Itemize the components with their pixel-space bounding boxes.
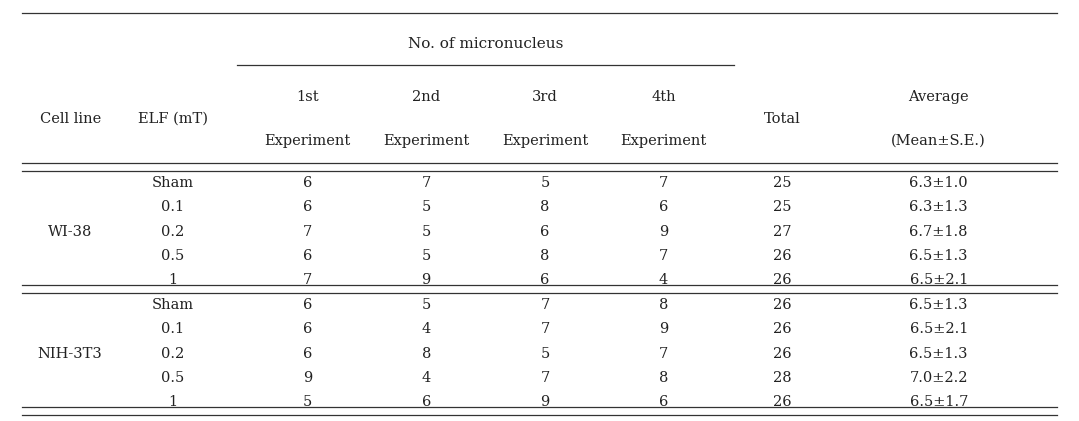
Text: 0.1: 0.1 — [161, 200, 185, 214]
Text: 26: 26 — [773, 298, 792, 312]
Text: 3rd: 3rd — [532, 90, 558, 104]
Text: Average: Average — [909, 90, 969, 104]
Text: 26: 26 — [773, 249, 792, 263]
Text: 6.5±1.3: 6.5±1.3 — [910, 249, 968, 263]
Text: 6: 6 — [303, 249, 312, 263]
Text: 6.5±1.7: 6.5±1.7 — [910, 395, 968, 410]
Text: 0.1: 0.1 — [161, 322, 185, 336]
Text: Experiment: Experiment — [383, 134, 469, 148]
Text: 26: 26 — [773, 322, 792, 336]
Text: 2nd: 2nd — [412, 90, 440, 104]
Text: 27: 27 — [773, 224, 792, 239]
Text: 0.2: 0.2 — [161, 346, 185, 361]
Text: 7: 7 — [541, 298, 549, 312]
Text: 6: 6 — [303, 200, 312, 214]
Text: 6.3±1.0: 6.3±1.0 — [910, 176, 968, 190]
Text: Sham: Sham — [151, 298, 194, 312]
Text: 0.2: 0.2 — [161, 224, 185, 239]
Text: 7: 7 — [659, 346, 668, 361]
Text: WI-38: WI-38 — [47, 224, 93, 239]
Text: 26: 26 — [773, 273, 792, 288]
Text: 26: 26 — [773, 346, 792, 361]
Text: 5: 5 — [541, 176, 549, 190]
Text: 5: 5 — [422, 249, 431, 263]
Text: 9: 9 — [659, 322, 668, 336]
Text: 9: 9 — [422, 273, 431, 288]
Text: 5: 5 — [541, 346, 549, 361]
Text: 6: 6 — [303, 346, 312, 361]
Text: 7.0±2.2: 7.0±2.2 — [910, 371, 968, 385]
Text: 4: 4 — [659, 273, 668, 288]
Text: Sham: Sham — [151, 176, 194, 190]
Text: 25: 25 — [773, 176, 792, 190]
Text: 26: 26 — [773, 395, 792, 410]
Text: 7: 7 — [422, 176, 431, 190]
Text: 5: 5 — [422, 298, 431, 312]
Text: 6.7±1.8: 6.7±1.8 — [910, 224, 968, 239]
Text: 0.5: 0.5 — [161, 371, 185, 385]
Text: 6: 6 — [303, 176, 312, 190]
Text: 1: 1 — [168, 395, 177, 410]
Text: Cell line: Cell line — [40, 112, 100, 126]
Text: 28: 28 — [773, 371, 792, 385]
Text: 8: 8 — [541, 200, 549, 214]
Text: 6.5±1.3: 6.5±1.3 — [910, 298, 968, 312]
Text: No. of micronucleus: No. of micronucleus — [408, 37, 563, 51]
Text: Experiment: Experiment — [502, 134, 588, 148]
Text: 4th: 4th — [652, 90, 675, 104]
Text: 9: 9 — [541, 395, 549, 410]
Text: (Mean±S.E.): (Mean±S.E.) — [891, 134, 986, 148]
Text: 8: 8 — [422, 346, 431, 361]
Text: 7: 7 — [541, 322, 549, 336]
Text: 5: 5 — [303, 395, 312, 410]
Text: 6: 6 — [303, 298, 312, 312]
Text: 6: 6 — [659, 395, 668, 410]
Text: 1st: 1st — [297, 90, 318, 104]
Text: 4: 4 — [422, 371, 431, 385]
Text: 6.5±1.3: 6.5±1.3 — [910, 346, 968, 361]
Text: 9: 9 — [303, 371, 312, 385]
Text: 8: 8 — [659, 371, 668, 385]
Text: Experiment: Experiment — [620, 134, 707, 148]
Text: 8: 8 — [659, 298, 668, 312]
Text: 7: 7 — [541, 371, 549, 385]
Text: 7: 7 — [659, 176, 668, 190]
Text: ELF (mT): ELF (mT) — [138, 112, 207, 126]
Text: 5: 5 — [422, 224, 431, 239]
Text: 6.3±1.3: 6.3±1.3 — [910, 200, 968, 214]
Text: NIH-3T3: NIH-3T3 — [38, 346, 103, 361]
Text: 6: 6 — [541, 273, 549, 288]
Text: 7: 7 — [659, 249, 668, 263]
Text: 6.5±2.1: 6.5±2.1 — [910, 273, 968, 288]
Text: 6: 6 — [659, 200, 668, 214]
Text: 6: 6 — [303, 322, 312, 336]
Text: 0.5: 0.5 — [161, 249, 185, 263]
Text: Experiment: Experiment — [264, 134, 351, 148]
Text: 6.5±2.1: 6.5±2.1 — [910, 322, 968, 336]
Text: Total: Total — [764, 112, 801, 126]
Text: 6: 6 — [541, 224, 549, 239]
Text: 7: 7 — [303, 224, 312, 239]
Text: 25: 25 — [773, 200, 792, 214]
Text: 8: 8 — [541, 249, 549, 263]
Text: 1: 1 — [168, 273, 177, 288]
Text: 7: 7 — [303, 273, 312, 288]
Text: 4: 4 — [422, 322, 431, 336]
Text: 5: 5 — [422, 200, 431, 214]
Text: 6: 6 — [422, 395, 431, 410]
Text: 9: 9 — [659, 224, 668, 239]
